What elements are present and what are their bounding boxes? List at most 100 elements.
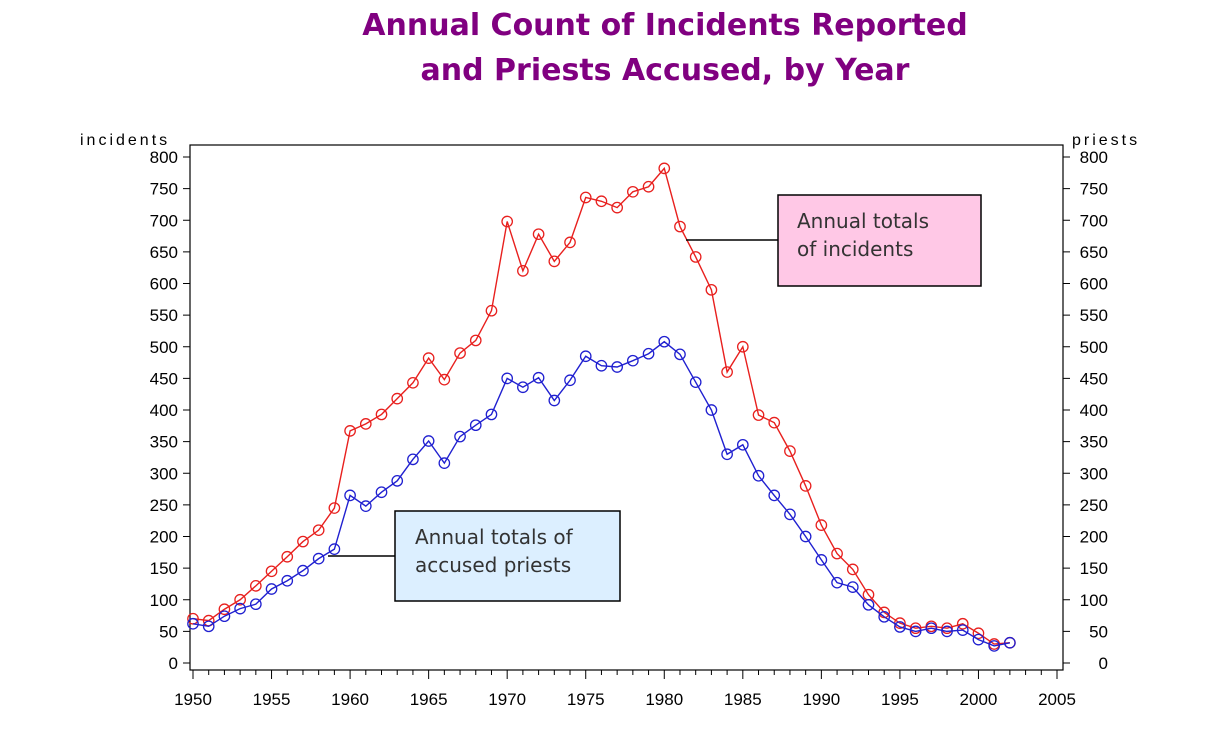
- data-point-priests: [784, 508, 796, 521]
- x-tick-label: 1985: [724, 690, 762, 709]
- incidents-callout-box: [777, 194, 982, 287]
- data-point-incidents: [642, 180, 655, 193]
- data-point-priests: [548, 394, 561, 407]
- y-tick-label-right: 50: [1089, 622, 1108, 641]
- y-tick-label-left: 400: [150, 401, 178, 420]
- data-point-incidents: [815, 519, 828, 531]
- y-axis-right-label: priests: [1072, 132, 1140, 149]
- y-tick-label-right: 700: [1080, 211, 1108, 230]
- x-tick-label: 1975: [567, 690, 605, 709]
- data-point-incidents: [972, 627, 985, 640]
- data-point-priests: [846, 581, 859, 593]
- chart-title-line-1: Annual Count of Incidents Reported: [362, 8, 967, 43]
- data-point-incidents: [359, 418, 372, 430]
- y-tick-label-right: 800: [1080, 148, 1108, 167]
- y-tick-label-left: 350: [150, 433, 178, 452]
- data-point-priests: [407, 453, 419, 466]
- y-tick-label-right: 500: [1080, 338, 1108, 357]
- y-tick-label-left: 800: [150, 148, 178, 167]
- x-tick-label: 1965: [410, 690, 448, 709]
- y-tick-label-left: 100: [150, 591, 178, 610]
- y-tick-label-left: 200: [150, 528, 178, 547]
- data-point-priests: [532, 371, 545, 384]
- x-tick-label: 1980: [645, 690, 683, 709]
- data-point-priests: [611, 361, 624, 373]
- series-incidents: [187, 162, 1016, 650]
- data-point-incidents: [768, 416, 781, 429]
- data-point-incidents: [485, 304, 498, 317]
- data-point-priests: [721, 448, 733, 461]
- data-point-priests: [579, 350, 592, 363]
- y-tick-label-left: 650: [150, 243, 178, 262]
- data-point-incidents: [454, 347, 466, 359]
- data-point-incidents: [281, 550, 294, 563]
- data-point-incidents: [328, 502, 341, 514]
- data-point-priests: [187, 617, 199, 630]
- data-point-incidents: [579, 191, 592, 204]
- data-point-priests: [359, 500, 372, 512]
- y-tick-label-left: 500: [150, 338, 178, 357]
- y-tick-label-left: 300: [150, 464, 178, 483]
- data-point-incidents: [391, 392, 404, 405]
- data-point-incidents: [297, 535, 309, 548]
- y-axis-left-label: incidents: [80, 132, 170, 149]
- data-point-priests: [344, 489, 356, 502]
- y-tick-label-left: 150: [150, 559, 178, 578]
- data-point-incidents: [674, 220, 686, 233]
- data-point-priests: [799, 530, 812, 543]
- data-point-priests: [705, 404, 718, 416]
- y-tick-label-left: 700: [150, 211, 178, 230]
- y-tick-label-left: 250: [150, 496, 178, 515]
- data-point-priests: [265, 583, 278, 595]
- priests-callout-box: [394, 510, 621, 602]
- data-point-priests: [752, 469, 765, 482]
- y-tick-label-left: 750: [150, 180, 178, 199]
- data-point-priests: [249, 598, 262, 611]
- y-tick-label-right: 650: [1080, 243, 1108, 262]
- y-tick-label-left: 0: [169, 654, 178, 673]
- series-layer: [187, 162, 1016, 652]
- data-point-priests: [988, 640, 1001, 652]
- data-point-incidents: [469, 334, 482, 347]
- y-tick-label-right: 200: [1080, 528, 1108, 547]
- data-point-priests: [595, 359, 608, 372]
- data-point-incidents: [611, 201, 624, 214]
- x-tick-label: 1950: [174, 690, 212, 709]
- data-point-incidents: [234, 593, 246, 606]
- data-point-priests: [202, 620, 215, 633]
- priests-callout-line-1: Annual totals of: [415, 525, 574, 549]
- incidents-callout-line-1: Annual totals: [797, 209, 929, 233]
- x-tick-label: 1970: [488, 690, 526, 709]
- y-tick-label-left: 600: [150, 275, 178, 294]
- data-point-priests: [925, 622, 938, 635]
- data-point-priests: [674, 348, 686, 361]
- data-point-incidents: [265, 565, 278, 578]
- y-tick-label-left: 450: [150, 369, 178, 388]
- y-tick-label-right: 100: [1080, 591, 1108, 610]
- data-point-priests: [218, 610, 231, 623]
- data-point-priests: [438, 457, 451, 469]
- data-point-incidents: [736, 340, 749, 353]
- data-point-incidents: [249, 579, 262, 592]
- data-point-incidents: [344, 425, 356, 437]
- data-point-incidents: [375, 408, 388, 421]
- data-point-incidents: [218, 603, 231, 616]
- data-point-priests: [689, 376, 702, 389]
- data-point-incidents: [422, 352, 435, 364]
- data-point-priests: [234, 602, 246, 615]
- data-point-incidents: [689, 251, 702, 263]
- data-point-priests: [862, 598, 875, 611]
- y-tick-label-right: 300: [1080, 464, 1108, 483]
- series-line-priests: [192, 340, 1011, 647]
- data-point-priests: [815, 554, 828, 566]
- data-point-incidents: [846, 563, 859, 576]
- data-point-incidents: [407, 376, 419, 389]
- data-point-priests: [297, 564, 309, 577]
- x-tick-label: 1960: [331, 690, 369, 709]
- data-point-incidents: [548, 255, 561, 268]
- data-point-incidents: [532, 228, 545, 241]
- data-point-priests: [454, 430, 466, 443]
- x-tick-label: 1995: [881, 690, 919, 709]
- y-tick-label-right: 600: [1080, 275, 1108, 294]
- data-point-incidents: [564, 236, 576, 249]
